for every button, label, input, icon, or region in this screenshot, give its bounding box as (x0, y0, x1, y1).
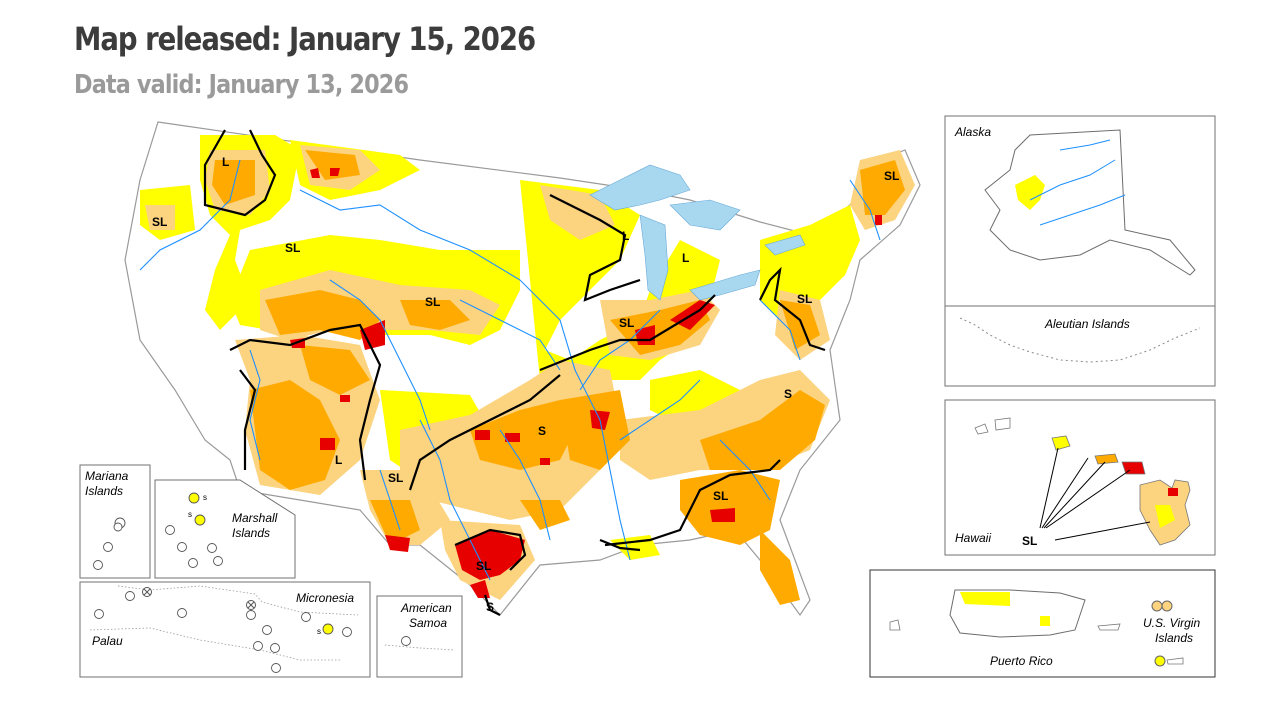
usvi-label-line2: Islands (1155, 631, 1193, 645)
impact-label-l-az: L (335, 453, 342, 467)
marshall-inset: Marshall Islands s s (154, 479, 296, 579)
micronesia-s-marker: s (317, 627, 321, 636)
usvi-label-line1: U.S. Virgin (1143, 616, 1200, 630)
impact-label-sl-in: SL (619, 316, 634, 330)
impact-label-l-wa: L (222, 155, 229, 169)
mariana-inset: Mariana Islands (79, 464, 151, 579)
samoa-label-line1: American (400, 601, 452, 615)
impact-labels: L SL SL SL SL L L SL SL S S L SL SL SL S (152, 155, 899, 614)
impact-label-sl-hi: SL (1022, 534, 1037, 548)
hawaii-inset: Hawaii SL (944, 399, 1216, 556)
impact-label-sl-ne: SL (425, 295, 440, 309)
rivers (139, 159, 881, 581)
hawaii-label: Hawaii (955, 531, 991, 545)
micronesia-inset: Micronesia Palau s (79, 581, 371, 678)
map-title: Map released: January 15, 2026 (74, 20, 536, 58)
impact-label-sl-pa: SL (797, 292, 812, 306)
impact-label-sl-or: SL (152, 215, 167, 229)
puerto-rico-label: Puerto Rico (990, 654, 1053, 668)
samoa-inset: American Samoa (376, 595, 463, 678)
impact-label-l-wi: L (622, 229, 629, 243)
impact-label-s-ok: S (538, 424, 546, 438)
alaska-inset: Alaska (944, 115, 1216, 307)
aleutian-label: Aleutian Islands (1044, 317, 1130, 331)
impact-lines (203, 129, 826, 616)
impact-label-sl-me: SL (884, 169, 899, 183)
impact-label-sl-nm: SL (388, 471, 403, 485)
aleutian-inset: Aleutian Islands (944, 305, 1216, 387)
impact-label-sl-ga: SL (713, 489, 728, 503)
marshall-label-line2: Islands (232, 526, 270, 540)
impact-label-s-tx: S (486, 600, 494, 614)
data-valid-subtitle: Data valid: January 13, 2026 (74, 70, 409, 100)
d2-areas (212, 150, 905, 605)
samoa-label-line2: Samoa (409, 616, 447, 630)
marshall-label-line1: Marshall (232, 511, 278, 525)
impact-label-sl-tx: SL (476, 559, 491, 573)
conus-map: L SL SL SL SL L L SL SL S S L SL SL SL S (124, 121, 921, 617)
marshall-s-marker-2: s (188, 510, 192, 519)
palau-label: Palau (92, 634, 123, 648)
marshall-s-marker-1: s (203, 493, 207, 502)
micronesia-label: Micronesia (296, 591, 354, 605)
mariana-label-line1: Mariana (85, 469, 129, 483)
impact-label-s-va: S (784, 387, 792, 401)
alaska-label: Alaska (954, 125, 991, 139)
impact-label-sl-id: SL (285, 241, 300, 255)
great-lakes (589, 164, 806, 301)
puerto-rico-inset: Puerto Rico U.S. Virgin Islands (869, 569, 1216, 678)
mariana-label-line2: Islands (85, 484, 123, 498)
impact-label-l-mi: L (682, 251, 689, 265)
